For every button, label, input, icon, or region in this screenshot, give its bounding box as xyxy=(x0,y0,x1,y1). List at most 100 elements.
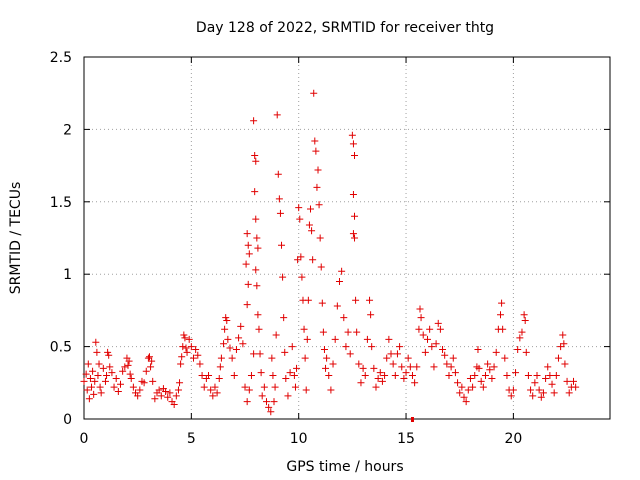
data-point xyxy=(311,137,319,145)
data-point xyxy=(560,340,568,348)
data-point xyxy=(445,372,453,380)
data-point xyxy=(546,372,554,380)
data-point xyxy=(406,363,414,371)
data-point xyxy=(529,392,537,400)
data-point xyxy=(84,360,92,368)
data-point xyxy=(469,383,477,391)
data-point xyxy=(272,331,280,339)
data-point xyxy=(527,386,535,394)
data-point xyxy=(376,369,384,377)
data-point xyxy=(479,383,487,391)
data-point xyxy=(255,325,263,333)
data-point xyxy=(245,386,253,394)
data-point xyxy=(96,383,104,391)
data-point xyxy=(417,314,425,322)
data-point xyxy=(335,277,343,285)
data-point xyxy=(393,350,401,358)
data-point xyxy=(281,348,289,356)
data-point xyxy=(316,234,324,242)
data-point xyxy=(276,209,284,217)
data-point xyxy=(257,369,265,377)
data-point xyxy=(83,386,91,394)
data-point xyxy=(315,201,323,209)
data-point xyxy=(223,317,231,325)
data-point xyxy=(484,360,492,368)
data-point xyxy=(124,361,132,369)
data-point xyxy=(389,360,397,368)
data-point xyxy=(136,386,144,394)
data-point xyxy=(398,363,406,371)
data-point xyxy=(101,377,109,385)
data-point xyxy=(189,354,197,362)
data-point xyxy=(80,377,88,385)
data-point xyxy=(424,335,432,343)
data-point xyxy=(554,354,562,362)
data-point xyxy=(250,117,258,125)
data-point xyxy=(353,328,361,336)
data-point xyxy=(213,389,221,397)
data-point xyxy=(548,380,556,388)
data-point xyxy=(498,299,506,307)
data-point xyxy=(119,367,127,375)
data-point xyxy=(340,314,348,322)
axis-ticks: 0 5 10 15 20 0 0.5 1 1.5 2 2.5 xyxy=(50,50,610,447)
data-point xyxy=(103,372,111,380)
data-point xyxy=(396,343,404,351)
data-point xyxy=(258,392,266,400)
data-point xyxy=(466,374,474,382)
data-point xyxy=(268,354,276,362)
data-point xyxy=(185,335,193,343)
data-point xyxy=(99,364,107,372)
data-point xyxy=(224,335,232,343)
data-point xyxy=(106,363,114,371)
data-point xyxy=(552,372,560,380)
data-point xyxy=(93,348,101,356)
data-point xyxy=(282,374,290,382)
data-point xyxy=(198,372,206,380)
data-point xyxy=(95,360,103,368)
data-point xyxy=(228,354,236,362)
data-point xyxy=(521,317,529,325)
data-point xyxy=(211,383,219,391)
data-point xyxy=(357,379,365,387)
data-point xyxy=(279,273,287,281)
data-point xyxy=(449,354,457,362)
data-point xyxy=(346,350,354,358)
data-point xyxy=(304,296,312,304)
data-point xyxy=(89,367,97,375)
data-point xyxy=(221,325,229,333)
data-point xyxy=(243,301,251,309)
data-point xyxy=(319,328,327,336)
data-point xyxy=(196,360,204,368)
data-point xyxy=(441,351,449,359)
data-point xyxy=(550,389,558,397)
y-tick-label: 1.5 xyxy=(50,195,72,211)
data-point xyxy=(296,215,304,223)
data-point xyxy=(278,241,286,249)
data-point xyxy=(149,377,157,385)
data-point xyxy=(155,386,163,394)
data-point xyxy=(572,383,580,391)
data-point xyxy=(430,363,438,371)
data-point xyxy=(274,170,282,178)
data-point xyxy=(349,230,357,238)
data-point xyxy=(162,387,170,395)
data-point xyxy=(361,372,369,380)
data-point xyxy=(535,386,543,394)
data-point xyxy=(312,147,320,155)
x-tick-label: 5 xyxy=(187,431,196,447)
data-point xyxy=(363,335,371,343)
data-point xyxy=(533,372,541,380)
data-point xyxy=(108,369,116,377)
data-point xyxy=(270,398,278,406)
data-point xyxy=(402,369,410,377)
data-point xyxy=(565,389,573,397)
data-point xyxy=(325,372,333,380)
data-point xyxy=(129,383,137,391)
data-point xyxy=(104,348,112,356)
data-point xyxy=(378,377,386,385)
data-point xyxy=(338,267,346,275)
data-point xyxy=(134,392,142,400)
data-point xyxy=(488,374,496,382)
data-point xyxy=(313,183,321,191)
